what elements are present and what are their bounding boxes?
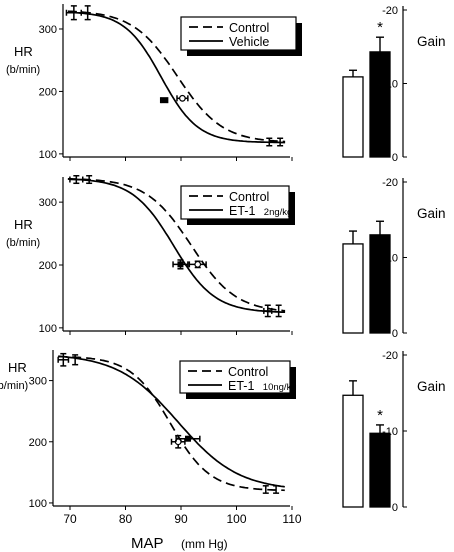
gain-tick-label: -20 — [382, 5, 398, 17]
legend-box — [180, 185, 290, 220]
y-tick-label: 200 — [29, 437, 47, 449]
bar-treatment — [369, 432, 391, 508]
legend-label: ET-1 — [229, 204, 255, 218]
y-axis-unit: (b/min) — [6, 64, 40, 76]
y-tick-label: 200 — [39, 86, 57, 98]
curve-control — [67, 177, 286, 312]
gain-tick-label: -20 — [382, 177, 398, 189]
gain-tick-label: 0 — [392, 328, 398, 340]
y-tick-label: 200 — [39, 260, 57, 272]
legend-label: Control — [229, 21, 269, 35]
x-tick-label: 90 — [174, 512, 188, 526]
data-point-open — [179, 94, 186, 102]
data-point-filled — [177, 261, 184, 268]
legend-dose: 10ng/kg — [263, 382, 297, 393]
bar-control — [342, 243, 364, 334]
gain-axis-label: Gain — [417, 379, 446, 394]
panels-layer: 70 80 90 100 110100200300HR(b/min)ControlVeh… — [0, 4, 446, 526]
legend-box — [180, 16, 297, 51]
bar-treatment — [369, 234, 391, 334]
x-tick-label: 80 — [119, 512, 133, 526]
curve-control — [67, 10, 286, 143]
y-axis-label: HR — [14, 217, 33, 232]
y-tick-label: 300 — [29, 376, 47, 388]
x-tick-label: 100 — [226, 512, 246, 526]
curve-treatment — [58, 355, 285, 488]
x-axis-label: MAP — [131, 535, 164, 552]
y-tick-label: 100 — [29, 498, 47, 510]
y-tick-label: 100 — [39, 323, 57, 335]
significance-asterisk: * — [377, 19, 383, 36]
x-tick-label: 70 — [63, 512, 77, 526]
legend-label: Control — [228, 365, 268, 379]
data-point-filled — [161, 97, 168, 104]
legend-label: ET-1 — [228, 379, 254, 393]
legend-dose: 2ng/kg — [264, 207, 293, 218]
curve-treatment — [67, 178, 286, 314]
gain-axis-label: Gain — [417, 206, 446, 221]
gain-tick-label: 0 — [392, 502, 398, 514]
x-axis-unit: (mm Hg) — [181, 537, 228, 551]
bar-treatment — [369, 51, 391, 158]
x-tick-label: 110 — [282, 512, 301, 526]
legend-label: Vehicle — [229, 35, 269, 49]
y-axis-unit: (b/min) — [6, 237, 40, 249]
y-tick-label: 300 — [39, 197, 57, 209]
significance-asterisk: * — [377, 407, 383, 424]
gain-tick-label: 0 — [392, 152, 398, 164]
data-point-filled — [184, 435, 191, 442]
y-axis-label: HR — [8, 360, 27, 375]
y-axis-label: HR — [14, 44, 33, 59]
x-axis-title: MAP (mm Hg) — [131, 535, 228, 552]
data-point-open — [194, 260, 202, 268]
bar-control — [342, 394, 364, 508]
y-axis-unit: (b/min) — [0, 380, 28, 392]
curve-treatment — [67, 11, 286, 144]
y-tick-label: 300 — [39, 24, 57, 36]
curve-control — [58, 355, 285, 492]
bar-control — [342, 76, 364, 158]
y-tick-label: 100 — [39, 149, 57, 161]
legend-label: Control — [229, 190, 269, 204]
gain-tick-label: -20 — [382, 350, 398, 362]
gain-axis-label: Gain — [417, 34, 446, 49]
legend-box — [179, 360, 291, 394]
